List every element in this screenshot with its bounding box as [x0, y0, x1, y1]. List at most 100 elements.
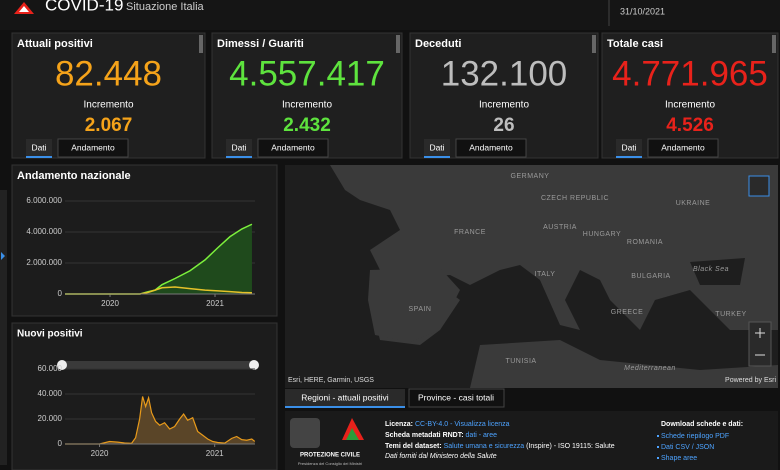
x-tick-label: 2021 [206, 299, 224, 308]
card-tab-active[interactable] [616, 139, 642, 157]
y-tick-label: 60.000 [38, 364, 63, 373]
map-land [368, 268, 460, 342]
footer-line: Temi del dataset: Salute umana e sicurez… [385, 443, 615, 450]
map-label: TUNISIA [505, 358, 536, 365]
map-label: GREECE [611, 309, 644, 316]
map-tab-label[interactable]: Province - casi totali [418, 392, 494, 402]
card-title: Attuali positivi [17, 38, 93, 50]
logo-inner [19, 6, 29, 12]
map-tab-active[interactable] [285, 389, 405, 407]
bullet [657, 457, 659, 459]
download-link[interactable]: Schede riepilogo PDF [661, 433, 729, 440]
card-scroll [396, 35, 400, 53]
card-tab-label[interactable]: Dati [231, 142, 246, 152]
y-tick-label: 20.000 [38, 414, 63, 423]
card-value: 82.448 [55, 54, 162, 93]
card-tab[interactable] [647, 138, 719, 158]
map-label: Black Sea [693, 266, 729, 273]
range-slider[interactable] [62, 361, 255, 369]
chart-panel [11, 322, 278, 470]
chart-title: Nuovi positivi [17, 329, 83, 340]
map-label: GERMANY [511, 173, 550, 180]
download-link[interactable]: Dati CSV / JSON [661, 444, 714, 451]
map-label: AUSTRIA [543, 224, 577, 231]
download-title: Download schede e dati: [661, 421, 743, 428]
bullet [657, 435, 659, 437]
card-increment: 4.526 [666, 115, 714, 136]
map-label: CZECH REPUBLIC [541, 195, 609, 202]
card-tab-label[interactable]: Dati [31, 142, 46, 152]
card-tab-active[interactable] [424, 139, 450, 157]
download-link[interactable]: Shape aree [661, 455, 697, 462]
slider-handle[interactable] [249, 360, 259, 370]
pc-logo-inner [346, 428, 359, 440]
header-bar [0, 0, 780, 30]
footer-label: Temi del dataset: [385, 443, 442, 450]
footer-line: Scheda metadati RNDT: dati - aree [385, 432, 497, 439]
card-value: 4.557.417 [229, 54, 385, 93]
logo-title: PROTEZIONE CIVILE [300, 453, 360, 459]
map-powered: Powered by Esri [725, 377, 776, 384]
card [409, 32, 599, 159]
card-tab-active[interactable] [26, 139, 52, 157]
card-tab[interactable] [257, 138, 329, 158]
card-tab-label[interactable]: Andamento [469, 142, 513, 152]
y-tick-label: 6.000.000 [26, 196, 62, 205]
x-tick-label: 2020 [91, 449, 109, 458]
x-tick-label: 2021 [206, 449, 224, 458]
card-scroll [772, 35, 776, 53]
card-tab-label[interactable]: Andamento [71, 142, 115, 152]
card-tab-label[interactable]: Dati [429, 142, 444, 152]
card-tab-label[interactable]: Andamento [661, 142, 705, 152]
card [11, 32, 206, 159]
card-tab[interactable] [455, 138, 527, 158]
map-tab-label[interactable]: Regioni - attuali positivi [301, 392, 389, 402]
app-subtitle: Situazione Italia [126, 1, 205, 13]
zoom-control[interactable] [748, 321, 772, 367]
card-tab-label[interactable]: Dati [621, 142, 636, 152]
card-increment-label: Incremento [665, 100, 715, 111]
footer-link[interactable]: CC-BY-4.0 - Visualizza licenza [415, 421, 510, 428]
map-label: Mediterranean [624, 365, 676, 372]
card-increment: 2.067 [85, 115, 133, 136]
y-tick-label: 4.000.000 [26, 227, 62, 236]
footer-text: (Inspire) - ISO 19115: Salute [526, 443, 615, 450]
footer-link[interactable]: dati - aree [466, 432, 498, 439]
map-attribution: Esri, HERE, Garmin, USGS [288, 377, 374, 384]
map-label: SPAIN [409, 306, 432, 313]
card-tab[interactable] [57, 138, 129, 158]
map-label: BULGARIA [631, 273, 670, 280]
map-land [470, 340, 778, 388]
card-value: 4.771.965 [612, 54, 768, 93]
card-increment: 2.432 [283, 115, 331, 136]
map-tab[interactable] [408, 388, 505, 408]
card-title: Deceduti [415, 38, 461, 50]
zoom-icons [755, 328, 765, 356]
app-title: COVID-19 [45, 0, 123, 14]
map-label: ITALY [535, 271, 556, 278]
card [601, 32, 779, 159]
area-line [65, 395, 256, 445]
footer-link[interactable]: Salute umana e sicurezza [444, 443, 525, 450]
area-fill [65, 396, 255, 444]
map[interactable] [285, 165, 778, 388]
side-strip [0, 190, 7, 465]
card-increment: 26 [493, 115, 514, 136]
card-scroll [592, 35, 596, 53]
footer-line: Licenza: CC-BY-4.0 - Visualizza licenza [385, 421, 510, 428]
y-tick-label: 0 [58, 439, 63, 448]
emblem [290, 418, 320, 448]
footer-note: Dati forniti dal Ministero della Salute [385, 453, 497, 460]
legend-button[interactable] [748, 175, 770, 197]
slider-handle[interactable] [57, 360, 67, 370]
side-arrow[interactable] [1, 252, 5, 260]
card-value: 132.100 [441, 54, 568, 93]
card-increment-label: Incremento [479, 100, 529, 111]
card-tab-active[interactable] [226, 139, 252, 157]
bullet [657, 446, 659, 448]
card-tab-label[interactable]: Andamento [271, 142, 315, 152]
y-tick-label: 2.000.000 [26, 258, 62, 267]
map-sea [690, 258, 745, 285]
